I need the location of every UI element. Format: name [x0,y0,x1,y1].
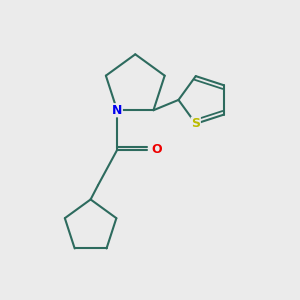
Text: N: N [112,104,122,117]
Text: O: O [152,143,163,157]
Text: S: S [191,117,200,130]
